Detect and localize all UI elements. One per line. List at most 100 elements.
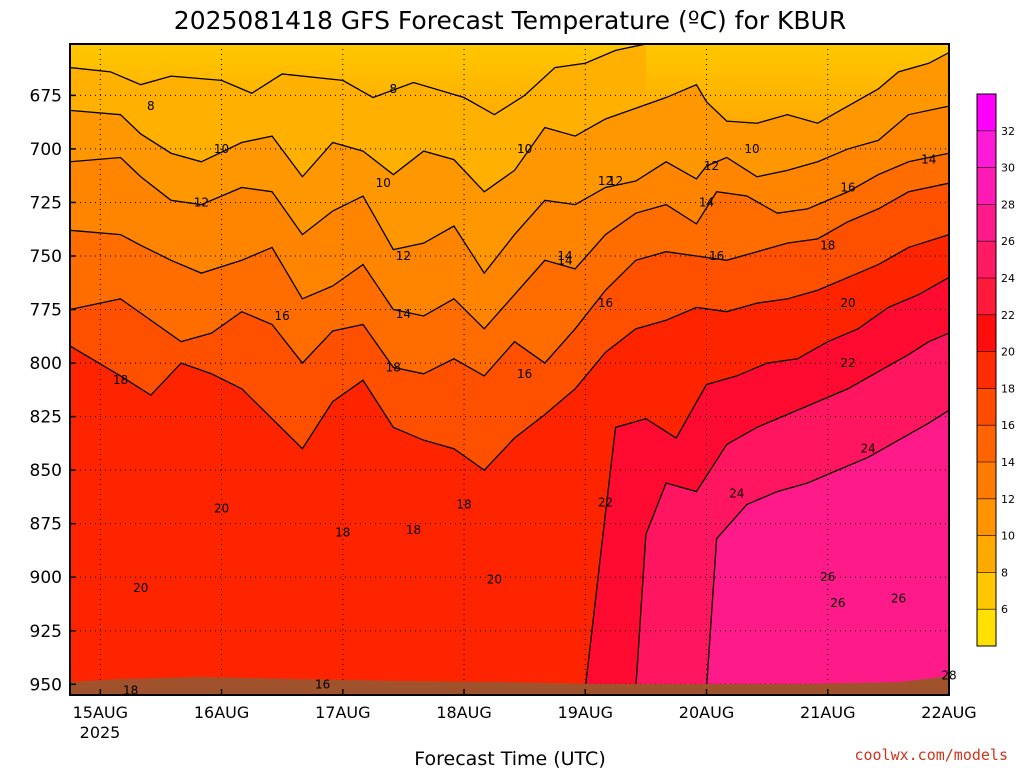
contour-label: 8 <box>389 82 397 96</box>
contour-label: 12 <box>598 174 613 188</box>
contour-label: 26 <box>820 570 835 584</box>
colorbar-label-32: 32 <box>1001 125 1015 138</box>
colorbar-swatch-10 <box>977 241 996 279</box>
contour-label: 20 <box>840 296 855 310</box>
contour-label: 12 <box>704 159 719 173</box>
contour-label: 24 <box>861 442 876 456</box>
colorbar-swatch-6 <box>977 388 996 426</box>
contour-label: 16 <box>275 309 290 323</box>
y-tick-label-825: 825 <box>30 408 62 428</box>
contour-label: 20 <box>487 572 502 586</box>
y-tick-label-725: 725 <box>30 193 62 213</box>
contour-line-22 <box>635 332 949 689</box>
y-tick-label-925: 925 <box>30 622 62 642</box>
terrain-ground <box>70 676 949 695</box>
colorbar-swatch-14 <box>977 94 996 132</box>
colorbar-swatch-13 <box>977 130 996 169</box>
colorbar-label-20: 20 <box>1001 346 1015 359</box>
contour-label: 18 <box>113 373 128 387</box>
contour-label: 26 <box>891 592 906 606</box>
contour-line-16 <box>70 182 949 377</box>
y-tick-label-875: 875 <box>30 515 62 535</box>
x-tick-label-5: 20AUG <box>679 703 734 722</box>
x-year-label: 2025 <box>80 723 121 742</box>
contour-label: 8 <box>147 99 155 113</box>
contour-line-8 <box>70 44 647 116</box>
colorbar-label-8: 8 <box>1001 566 1008 579</box>
credit-text: coolwx.com/models <box>854 746 1008 764</box>
x-tick-label-2: 17AUG <box>315 703 370 722</box>
colorbar-label-30: 30 <box>1001 162 1015 175</box>
contour-label: 18 <box>386 360 401 374</box>
contour-label: 10 <box>376 176 391 190</box>
y-tick-label-775: 775 <box>30 301 62 321</box>
colorbar-swatch-0 <box>977 609 996 647</box>
colorbar-label-12: 12 <box>1001 493 1015 506</box>
contour-label: 14 <box>557 249 572 263</box>
contour-label: 16 <box>598 296 613 310</box>
contour-label: 12 <box>608 174 623 188</box>
plot-area <box>70 44 949 695</box>
colorbar-swatch-5 <box>977 425 996 463</box>
contour-line-12 <box>70 105 949 275</box>
contour-label: 18 <box>406 523 421 537</box>
colorbar-label-28: 28 <box>1001 198 1015 211</box>
colorbar-frame <box>976 93 997 647</box>
colorbar-label-24: 24 <box>1001 272 1015 285</box>
contour-label: 16 <box>840 180 855 194</box>
colorbar-swatch-2 <box>977 535 996 573</box>
contour-label: 22 <box>598 495 613 509</box>
contour-lines <box>70 44 949 689</box>
x-tick-label-6: 21AUG <box>800 703 855 722</box>
contour-fill-24 <box>706 410 949 695</box>
contour-label: 18 <box>456 497 471 511</box>
colorbar-label-26: 26 <box>1001 235 1015 248</box>
x-tick-label-3: 18AUG <box>436 703 491 722</box>
chart-title: 2025081418 GFS Forecast Temperature (ºC)… <box>174 6 846 35</box>
contour-label: 12 <box>194 195 209 209</box>
colorbar-swatch-11 <box>977 204 996 242</box>
y-tick-label-950: 950 <box>30 675 62 695</box>
contour-label: 18 <box>335 525 350 539</box>
x-tick-label-1: 16AUG <box>194 703 249 722</box>
contour-label: 20 <box>133 581 148 595</box>
contour-label: 20 <box>214 502 229 516</box>
colorbar-label-10: 10 <box>1001 530 1015 543</box>
x-axis: 15AUG 16AUG 17AUG 18AUG 19AUG 20AUG 21AUG 22AUG <box>73 689 977 722</box>
colorbar-swatch-12 <box>977 167 996 205</box>
colorbar-label-6: 6 <box>1001 603 1008 616</box>
contour-label: 22 <box>840 356 855 370</box>
contour-label: 16 <box>517 367 532 381</box>
colorbar: 6 8 10 12 14 16 18 20 22 24 26 28 30 32 <box>976 93 1015 647</box>
x-tick-label-0: 15AUG <box>73 703 128 722</box>
colorbar-label-14: 14 <box>1001 456 1015 469</box>
plot-frame <box>69 43 950 696</box>
x-tick-label-4: 19AUG <box>558 703 613 722</box>
contour-label: 18 <box>123 684 138 698</box>
contour-line-20 <box>584 276 949 689</box>
x-tick-label-7: 22AUG <box>921 703 976 722</box>
y-tick-label-850: 850 <box>30 461 62 481</box>
colorbar-swatch-8 <box>977 314 996 353</box>
contour-label: 14 <box>921 153 936 167</box>
contour-label: 14 <box>557 253 572 267</box>
colorbar-swatch-3 <box>977 498 996 537</box>
contour-label: 12 <box>396 249 411 263</box>
colorbar-label-22: 22 <box>1001 309 1015 322</box>
colorbar-label-16: 16 <box>1001 419 1015 432</box>
x-axis-label: Forecast Time (UTC) <box>414 748 605 768</box>
contour-line-10 <box>70 51 949 193</box>
contour-label: 18 <box>820 238 835 252</box>
y-tick-label-800: 800 <box>30 354 62 374</box>
contour-line-18 <box>70 233 949 472</box>
y-tick-label-700: 700 <box>30 140 62 160</box>
y-tick-label-750: 750 <box>30 247 62 267</box>
contour-label: 24 <box>729 487 744 501</box>
contour-label: 16 <box>709 249 724 263</box>
contour-label: 28 <box>941 669 956 683</box>
contour-fills <box>70 44 949 695</box>
contour-label: 14 <box>699 195 714 209</box>
contour-label: 26 <box>830 596 845 610</box>
colorbar-swatch-9 <box>977 278 996 316</box>
